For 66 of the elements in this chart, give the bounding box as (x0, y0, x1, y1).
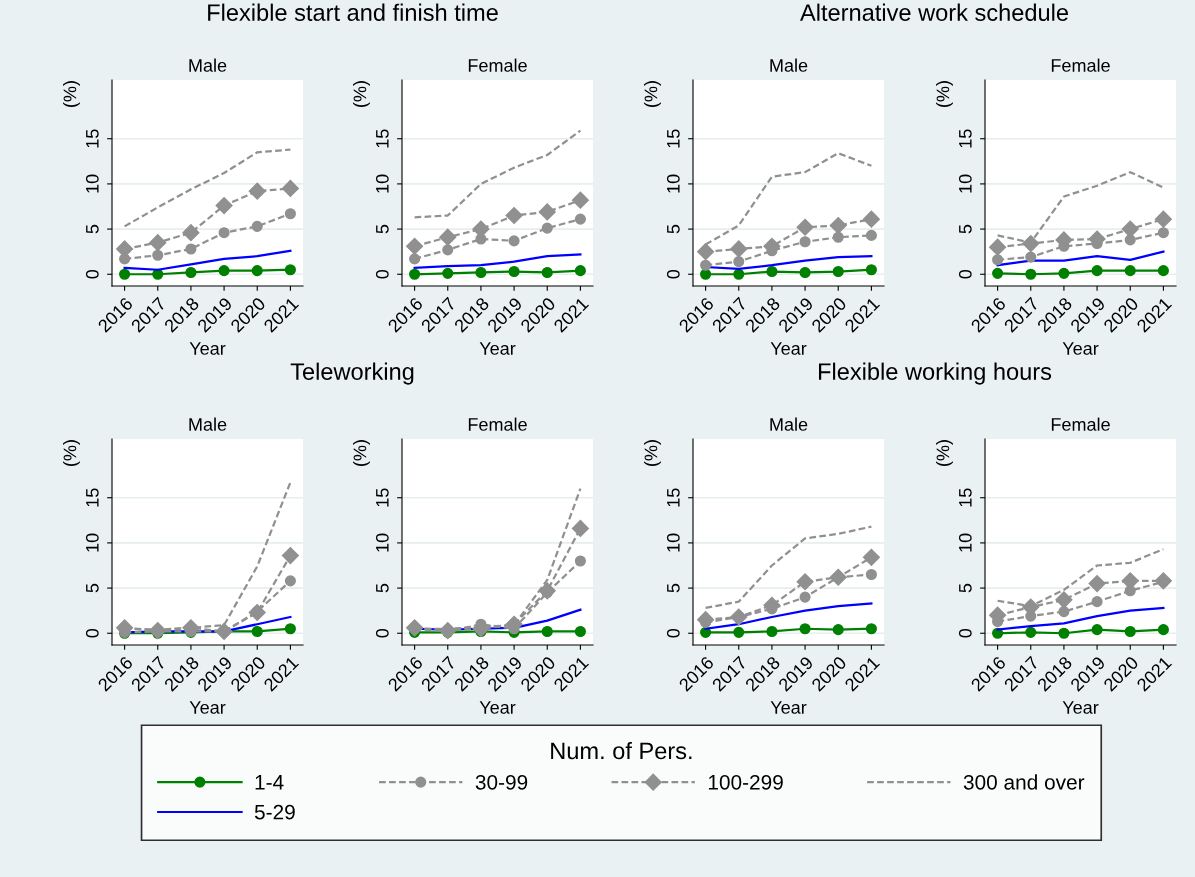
text: Flexible working hours (818, 362, 1052, 385)
legend-label: 300 and over (963, 774, 1085, 790)
x-axis-title: Year (1062, 701, 1099, 714)
chart-subtitle: Female (1051, 417, 1110, 431)
chart-subtitle: Male (189, 58, 227, 72)
chart-subtitle: Female (468, 58, 527, 72)
x-axis-title: Year (1062, 342, 1099, 355)
x-axis-title: Year (189, 342, 226, 355)
y-tick-label: 0 (375, 628, 389, 638)
y-tick-label: 5 (86, 583, 99, 593)
y-tick-label: 15 (959, 488, 972, 507)
x-axis-title: Year (770, 701, 807, 714)
y-tick-label: 5 (376, 583, 389, 593)
x-axis-title: Year (479, 342, 516, 355)
y-axis-title: (%) (353, 81, 370, 107)
x-axis-title: Year (770, 342, 807, 355)
y-tick-label: 15 (86, 129, 99, 148)
text: Alternative work schedule (800, 3, 1068, 21)
chart-subtitle: Male (770, 417, 808, 431)
y-tick-label: 15 (86, 488, 99, 507)
y-tick-label: 0 (666, 269, 680, 279)
chart-subtitle: Female (468, 417, 527, 431)
y-tick-label: 10 (666, 174, 680, 193)
legend-label: 5-29 (254, 804, 295, 820)
y-tick-label: 10 (85, 174, 99, 193)
y-tick-label: 10 (375, 533, 389, 552)
y-axis-title: (%) (936, 440, 953, 466)
chart-subtitle: Male (770, 58, 808, 72)
y-axis-title: (%) (936, 81, 953, 107)
legend-title: Num. of Pers. (551, 741, 692, 760)
y-tick-label: 5 (667, 583, 680, 593)
x-axis-title: Year (479, 701, 516, 714)
y-tick-label: 0 (958, 269, 972, 279)
y-tick-label: 0 (666, 628, 680, 638)
y-tick-label: 0 (85, 269, 99, 279)
y-tick-label: 10 (958, 174, 972, 193)
y-tick-label: 5 (86, 224, 99, 234)
y-axis-title: (%) (644, 440, 661, 466)
y-tick-label: 5 (376, 224, 389, 234)
text: Flexible start and finish time (208, 3, 498, 21)
y-axis-title: (%) (353, 440, 370, 466)
y-tick-label: 10 (666, 533, 680, 552)
x-axis-title: Year (189, 701, 226, 714)
legend-label: 30-99 (475, 774, 528, 790)
y-tick-label: 5 (959, 224, 972, 234)
y-axis-title: (%) (63, 81, 80, 107)
y-tick-label: 5 (959, 583, 972, 593)
y-tick-label: 15 (376, 129, 389, 148)
y-tick-label: 15 (667, 129, 680, 148)
chart-subtitle: Female (1051, 58, 1110, 72)
y-axis-title: (%) (644, 81, 661, 107)
y-tick-label: 15 (959, 129, 972, 148)
y-tick-label: 15 (667, 488, 680, 507)
text: Teleworking (290, 362, 414, 385)
y-tick-label: 5 (667, 224, 680, 234)
y-tick-label: 0 (85, 628, 99, 638)
y-axis-title: (%) (63, 440, 80, 466)
legend-label: 1-4 (255, 775, 284, 790)
y-tick-label: 10 (375, 174, 389, 193)
y-tick-label: 15 (376, 488, 389, 507)
legend-label: 100-299 (708, 774, 783, 790)
y-tick-label: 0 (958, 628, 972, 638)
y-tick-label: 0 (375, 269, 389, 279)
y-tick-label: 10 (85, 533, 99, 552)
chart-subtitle: Male (189, 417, 227, 431)
y-tick-label: 10 (958, 533, 972, 552)
